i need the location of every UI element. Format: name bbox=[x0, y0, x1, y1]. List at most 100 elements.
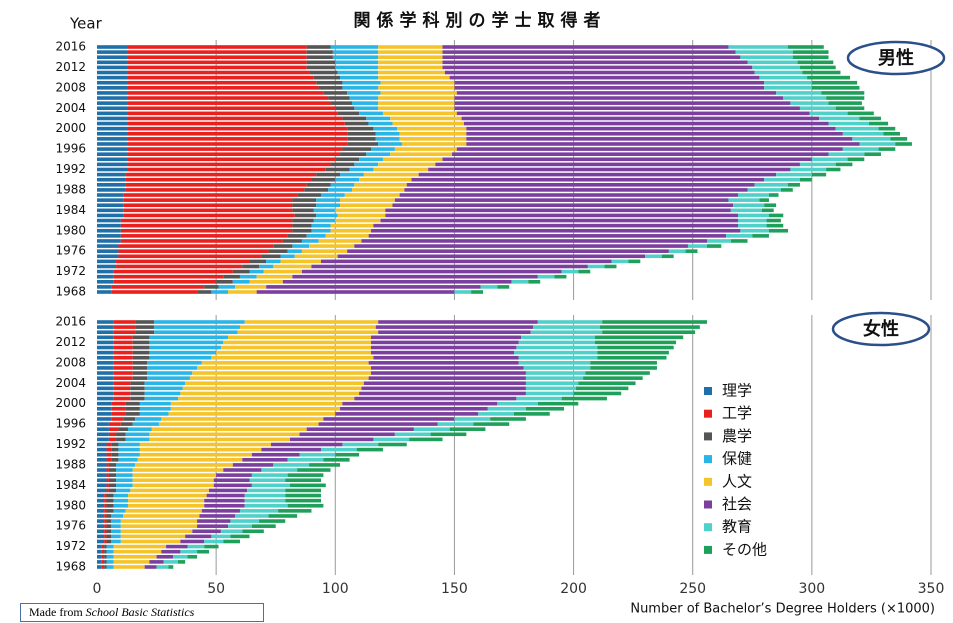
bar-segment bbox=[116, 259, 250, 264]
bar-segment bbox=[297, 468, 331, 472]
bar-segment bbox=[135, 330, 155, 335]
bar-segment bbox=[97, 208, 124, 213]
bar-segment bbox=[108, 437, 117, 442]
bar-segment bbox=[130, 386, 145, 391]
bar-segment bbox=[747, 188, 781, 192]
bar-segment bbox=[187, 554, 198, 559]
y-tick-label: 1980 bbox=[55, 223, 86, 237]
bar-segment bbox=[97, 452, 107, 457]
bar-segment bbox=[442, 60, 748, 65]
bar-segment bbox=[602, 320, 708, 324]
bar-segment bbox=[402, 142, 467, 146]
bar-segment bbox=[127, 101, 331, 105]
bar-segment bbox=[135, 320, 155, 324]
bar-segment bbox=[578, 381, 636, 386]
bar-segment bbox=[97, 549, 102, 554]
bar-segment bbox=[590, 366, 657, 370]
bar-segment bbox=[111, 534, 121, 539]
bar-segment bbox=[125, 172, 317, 177]
bar-segment bbox=[220, 529, 243, 534]
bar-segment bbox=[97, 412, 112, 416]
bar-segment bbox=[104, 503, 107, 508]
bar-segment bbox=[106, 529, 112, 534]
bar-segment bbox=[385, 213, 738, 218]
bar-segment bbox=[454, 417, 491, 421]
bar-segment bbox=[454, 106, 800, 111]
bar-segment bbox=[828, 101, 862, 105]
bar-segment bbox=[330, 223, 374, 228]
bar-segment bbox=[97, 101, 128, 105]
bar-segment bbox=[118, 442, 140, 447]
bar-segment bbox=[852, 137, 891, 141]
bar-segment bbox=[97, 544, 102, 549]
bar-segment bbox=[328, 96, 350, 100]
bar-segment bbox=[108, 468, 117, 472]
bar-segment bbox=[97, 126, 128, 131]
bar-segment bbox=[168, 565, 174, 569]
bar-segment bbox=[351, 101, 379, 105]
bar-segment bbox=[154, 320, 245, 324]
bar-segment bbox=[864, 152, 881, 156]
legend-swatch bbox=[704, 409, 712, 418]
bar-segment bbox=[216, 279, 233, 284]
bar-segment bbox=[737, 218, 767, 223]
bar-segment bbox=[127, 152, 341, 156]
bar-segment bbox=[802, 70, 841, 75]
bar-segment bbox=[113, 381, 131, 386]
bar-segment bbox=[516, 345, 598, 350]
bar-segment bbox=[859, 116, 881, 121]
bar-segment bbox=[811, 86, 860, 90]
bar-segment bbox=[273, 244, 293, 248]
bar-segment bbox=[537, 274, 555, 279]
bar-segment bbox=[826, 96, 865, 100]
bar-segment bbox=[737, 193, 769, 197]
bar-segment bbox=[101, 560, 105, 564]
bar-segment bbox=[325, 234, 369, 238]
bar-segment bbox=[154, 325, 240, 329]
bar-segment bbox=[111, 458, 119, 462]
bar-segment bbox=[330, 162, 355, 167]
bar-segment bbox=[392, 203, 734, 208]
bar-segment bbox=[273, 264, 312, 269]
bar-segment bbox=[335, 60, 379, 65]
bar-segment bbox=[187, 544, 205, 549]
panel-label: 男性 bbox=[878, 47, 914, 69]
legend-label: 社会 bbox=[722, 495, 752, 513]
bar-segment bbox=[766, 223, 784, 228]
bar-segment bbox=[228, 335, 372, 340]
bar-segment bbox=[104, 493, 107, 498]
x-tick-label: 350 bbox=[918, 581, 945, 597]
bar-segment bbox=[828, 152, 865, 156]
bar-segment bbox=[359, 157, 383, 162]
bar-segment bbox=[135, 417, 162, 421]
bar-segment bbox=[101, 554, 105, 559]
bar-segment bbox=[211, 534, 231, 539]
bar-segment bbox=[473, 422, 510, 426]
bar-segment bbox=[113, 554, 157, 559]
bar-segment bbox=[127, 91, 324, 95]
bar-segment bbox=[132, 340, 150, 345]
bar-segment bbox=[113, 361, 133, 365]
bar-segment bbox=[371, 371, 526, 375]
bar-segment bbox=[111, 447, 119, 452]
bar-segment bbox=[123, 208, 293, 213]
bar-segment bbox=[127, 167, 326, 172]
bar-segment bbox=[113, 355, 133, 360]
bar-segment bbox=[380, 80, 455, 85]
y-tick-label: 2008 bbox=[55, 80, 86, 94]
bar-segment bbox=[309, 244, 355, 248]
bar-segment bbox=[139, 447, 262, 452]
legend-swatch bbox=[704, 523, 712, 532]
bar-segment bbox=[354, 183, 407, 187]
bar-segment bbox=[127, 116, 343, 121]
bar-segment bbox=[366, 152, 391, 156]
bar-segment bbox=[378, 320, 538, 324]
bar-segment bbox=[106, 447, 112, 452]
bar-segment bbox=[211, 355, 374, 360]
bar-segment bbox=[97, 396, 114, 401]
bar-segment bbox=[116, 463, 136, 467]
bar-segment bbox=[149, 432, 300, 437]
bar-segment bbox=[799, 106, 836, 111]
bar-segment bbox=[97, 239, 121, 243]
bar-segment bbox=[294, 254, 338, 259]
